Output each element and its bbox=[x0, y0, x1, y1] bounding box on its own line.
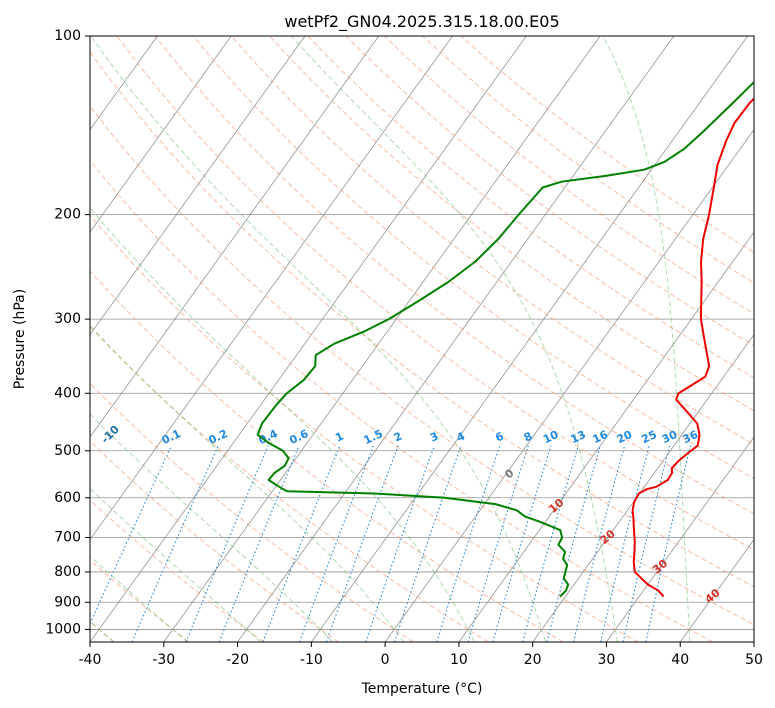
y-tick-label: 300 bbox=[54, 311, 81, 327]
dry-adiabat-line bbox=[307, 36, 754, 379]
x-tick-label: 30 bbox=[598, 652, 616, 668]
mixing-ratio-lines bbox=[90, 445, 692, 642]
dry-adiabat-line bbox=[90, 440, 339, 642]
mixing-ratio-label: 16 bbox=[591, 428, 611, 446]
plot-area: 0.10.20.40.611.52346810131620253036-100-… bbox=[90, 36, 754, 642]
dry-adiabat-line bbox=[90, 214, 639, 642]
plot-frame bbox=[89, 35, 755, 643]
isotherm-line bbox=[237, 36, 675, 642]
isotherm-line bbox=[606, 436, 754, 642]
mixing-ratio-line bbox=[600, 445, 650, 642]
chart-title: wetPf2_GN04.2025.315.18.00.E05 bbox=[284, 12, 559, 32]
x-tick-label: 0 bbox=[381, 652, 390, 668]
dry-adiabat-line bbox=[192, 36, 754, 480]
x-tick-label: -20 bbox=[226, 652, 249, 668]
dry-adiabat-line bbox=[90, 499, 265, 642]
mixing-ratio-label: 36 bbox=[681, 428, 701, 446]
mixing-ratio-line bbox=[325, 445, 399, 642]
y-tick-label: 700 bbox=[54, 530, 81, 546]
dry-adiabat-line bbox=[460, 36, 754, 254]
y-tick-label: 100 bbox=[54, 28, 81, 44]
dry-adiabat-line bbox=[116, 36, 754, 551]
moist-adiabat-line bbox=[90, 555, 188, 642]
y-tick-label: 900 bbox=[54, 594, 81, 610]
y-tick-label: 200 bbox=[54, 207, 81, 223]
x-tick-label: 20 bbox=[524, 652, 542, 668]
isotherm-line bbox=[532, 333, 754, 642]
profile-series bbox=[256, 80, 754, 598]
dry-adiabat-line bbox=[90, 105, 754, 626]
mixing-ratio-line bbox=[645, 445, 692, 642]
isotherm-line bbox=[90, 36, 380, 438]
x-tick-label: -30 bbox=[152, 652, 175, 668]
isotherm-line bbox=[679, 538, 754, 642]
mixing-ratio-line bbox=[394, 445, 462, 642]
moist-adiabat-line bbox=[90, 413, 333, 642]
x-axis: -40 -30 -20 -10 0 10 20 30 40 50 bbox=[79, 642, 763, 668]
dry-adiabat-line bbox=[90, 325, 489, 642]
dry-adiabat-line bbox=[269, 36, 754, 412]
isotherm-line bbox=[90, 36, 232, 233]
mixing-ratio-line bbox=[262, 445, 341, 642]
isotherm-line bbox=[90, 36, 306, 336]
mixing-ratio-line bbox=[365, 445, 435, 642]
isotherm-line bbox=[163, 36, 601, 642]
x-axis-title: Temperature (°C) bbox=[361, 681, 483, 697]
y-tick-label: 800 bbox=[54, 564, 81, 580]
x-tick-label: -40 bbox=[79, 652, 102, 668]
y-axis-title: Pressure (hPa) bbox=[12, 289, 28, 389]
isotherm-line bbox=[90, 36, 527, 642]
mixing-ratio-label: 30 bbox=[660, 428, 680, 446]
moist-adiabat-line bbox=[602, 36, 691, 642]
dry-adiabat-line bbox=[383, 36, 754, 315]
mixing-ratio-line bbox=[299, 445, 374, 642]
mixing-ratio-line bbox=[218, 445, 300, 642]
isotherm-line bbox=[384, 128, 754, 642]
dewpoint-profile-line bbox=[256, 80, 754, 598]
temperature-profile-line bbox=[631, 97, 754, 598]
dry-adiabat-line bbox=[231, 36, 754, 445]
x-tick-label: 50 bbox=[745, 652, 763, 668]
y-axis: 100 200 300 400 500 600 700 800 900 1000 bbox=[45, 28, 90, 637]
dry-adiabat-line bbox=[154, 36, 754, 515]
mixing-ratio-label: 25 bbox=[639, 428, 658, 446]
x-tick-label: -10 bbox=[300, 652, 323, 668]
mixing-ratio-line bbox=[622, 445, 671, 642]
pressure-gridlines bbox=[90, 36, 754, 630]
y-tick-label: 400 bbox=[54, 385, 81, 401]
mixing-ratio-line bbox=[573, 445, 626, 642]
isotherm-line bbox=[458, 231, 754, 642]
moist-adiabat-line bbox=[290, 36, 619, 642]
dry-adiabat-line bbox=[90, 159, 713, 642]
mixing-ratio-label: 13 bbox=[568, 428, 587, 446]
moist-adiabat-lines bbox=[90, 36, 691, 642]
isotherm-line bbox=[90, 36, 453, 541]
mixing-ratio-line bbox=[185, 445, 269, 642]
y-tick-label: 1000 bbox=[45, 621, 81, 637]
moist-adiabat-line bbox=[90, 36, 547, 642]
mixing-ratio-label: 10 bbox=[541, 428, 561, 446]
y-tick-label: 500 bbox=[54, 443, 81, 459]
dry-adiabat-lines bbox=[90, 36, 754, 642]
mixing-ratio-label: 20 bbox=[615, 428, 635, 446]
x-tick-label: 10 bbox=[450, 652, 468, 668]
x-tick-label: 40 bbox=[671, 652, 689, 668]
y-tick-label: 600 bbox=[54, 490, 81, 506]
